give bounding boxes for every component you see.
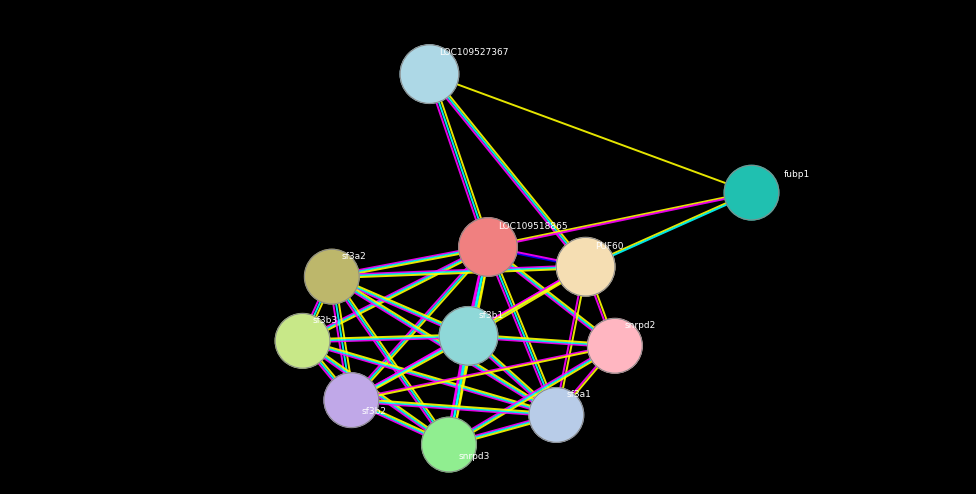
Text: LOC109527367: LOC109527367	[439, 48, 508, 57]
Ellipse shape	[275, 314, 330, 368]
Text: sf3b3: sf3b3	[312, 316, 338, 325]
Ellipse shape	[400, 45, 459, 103]
Text: sf3b2: sf3b2	[361, 408, 386, 416]
Text: snrpd2: snrpd2	[625, 321, 656, 330]
Ellipse shape	[324, 373, 379, 427]
Text: sf3b1: sf3b1	[478, 311, 504, 320]
Text: LOC109518865: LOC109518865	[498, 222, 567, 231]
Ellipse shape	[529, 388, 584, 442]
Ellipse shape	[556, 238, 615, 296]
Ellipse shape	[439, 307, 498, 365]
Text: sf3a2: sf3a2	[342, 252, 366, 261]
Text: snrpd3: snrpd3	[459, 452, 490, 461]
Ellipse shape	[724, 165, 779, 220]
Ellipse shape	[459, 218, 517, 276]
Ellipse shape	[588, 319, 642, 373]
Ellipse shape	[305, 249, 359, 304]
Text: sf3a1: sf3a1	[566, 390, 590, 399]
Text: fubp1: fubp1	[784, 170, 810, 179]
Text: PUF60: PUF60	[595, 242, 624, 251]
Ellipse shape	[422, 417, 476, 472]
